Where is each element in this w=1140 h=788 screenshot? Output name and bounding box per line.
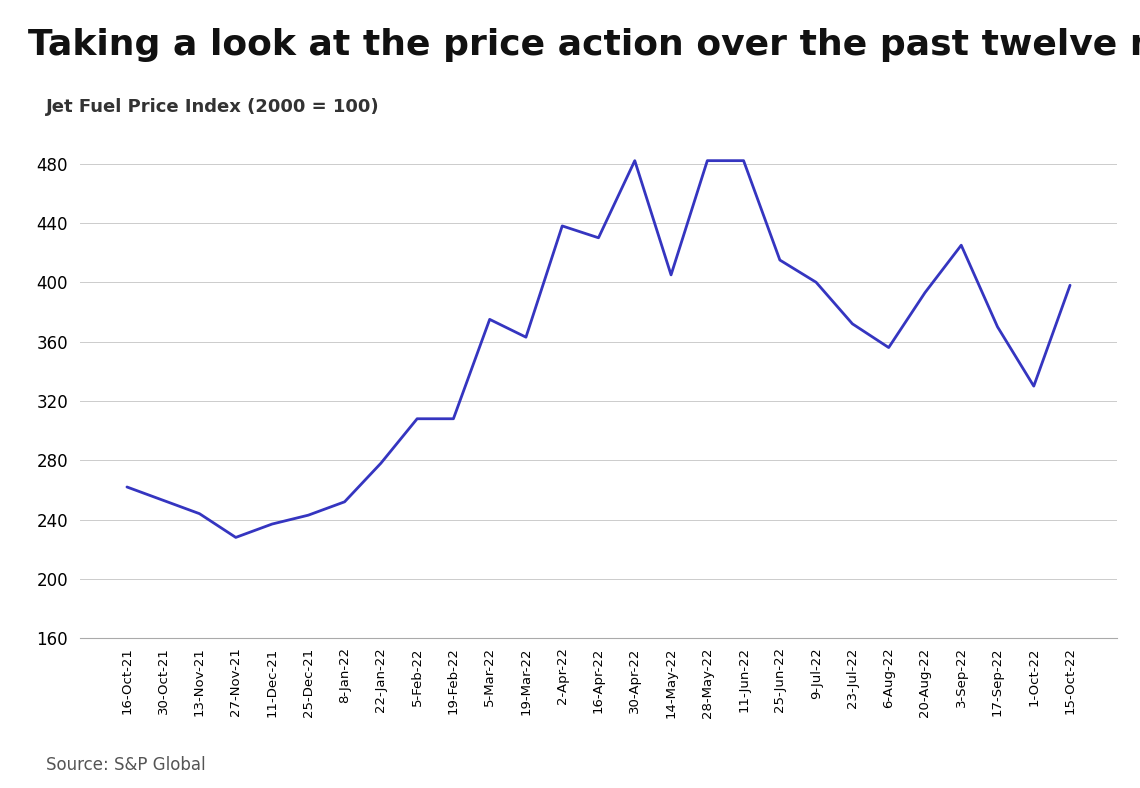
Text: Source: S&P Global: Source: S&P Global (46, 756, 205, 774)
Text: Taking a look at the price action over the past twelve months:: Taking a look at the price action over t… (28, 28, 1140, 61)
Text: Jet Fuel Price Index (2000 = 100): Jet Fuel Price Index (2000 = 100) (46, 98, 380, 117)
